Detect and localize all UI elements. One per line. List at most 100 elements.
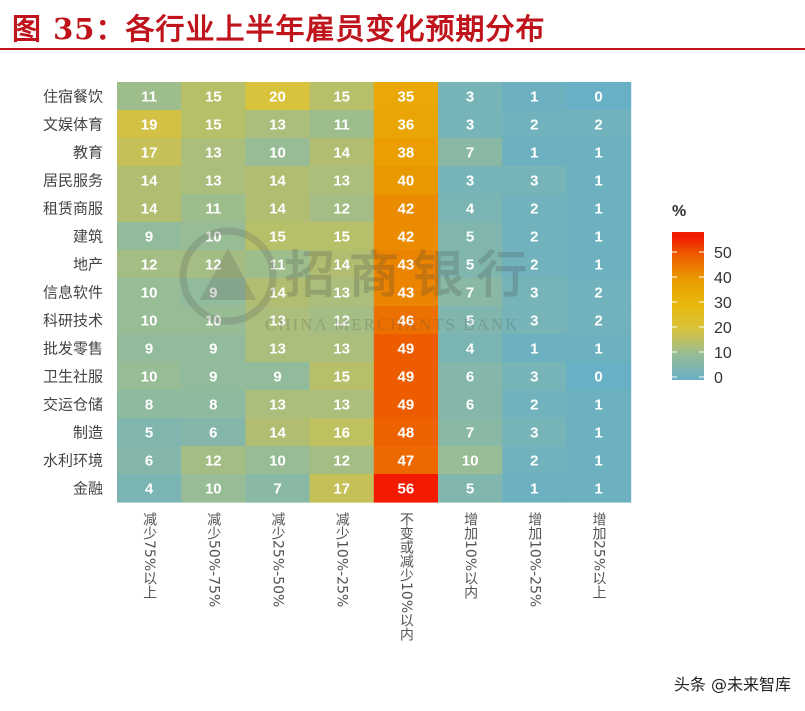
cell-value-label: 14 (269, 201, 286, 218)
legend-tick-label: 40 (714, 270, 732, 287)
cell-value-label: 3 (530, 173, 538, 190)
heatmap-cell (117, 138, 182, 167)
heatmap-cell (117, 250, 182, 279)
cell-value-label: 3 (466, 173, 474, 190)
cell-value-label: 17 (141, 145, 158, 162)
cell-value-label: 35 (398, 89, 415, 106)
cell-value-label: 16 (333, 425, 350, 442)
legend-tick-label: 10 (714, 345, 732, 362)
heatmap-cell (309, 362, 375, 391)
cell-value-label: 17 (333, 481, 350, 498)
cell-value-label: 14 (269, 285, 286, 302)
heatmap-cell (502, 362, 567, 391)
cell-value-label: 42 (398, 229, 415, 246)
cell-value-label: 3 (466, 89, 474, 106)
legend-title: % (672, 203, 686, 220)
heatmap-cell (117, 306, 182, 335)
cell-value-label: 48 (398, 425, 415, 442)
watermark-subtext: CHINA MERCHANTS BANK (265, 315, 519, 334)
heatmap-cell (181, 250, 246, 279)
cell-value-label: 11 (334, 117, 350, 134)
cell-value-label: 1 (530, 89, 538, 106)
cell-value-label: 1 (594, 257, 602, 274)
heatmap-cell (245, 278, 311, 307)
cell-value-label: 7 (466, 145, 474, 162)
cell-value-label: 2 (530, 117, 538, 134)
legend-tick-label: 0 (714, 370, 723, 387)
cell-value-label: 1 (594, 229, 602, 246)
heatmap-cell (373, 110, 439, 139)
heatmap-cell (309, 334, 375, 363)
heatmap-cell (181, 194, 246, 223)
cell-value-label: 13 (205, 173, 222, 190)
heatmap-cell (502, 222, 567, 251)
cell-value-label: 9 (273, 369, 281, 386)
cell-value-label: 4 (466, 201, 475, 218)
cell-value-label: 0 (594, 89, 602, 106)
heatmap-cell (245, 334, 311, 363)
cell-value-label: 10 (462, 453, 479, 470)
cell-value-label: 9 (209, 285, 217, 302)
heatmap-cell (373, 250, 439, 279)
cell-value-label: 13 (333, 341, 350, 358)
heatmap-cell (309, 390, 375, 419)
cell-value-label: 1 (594, 481, 602, 498)
row-label: 交运仓储 (43, 396, 103, 414)
heatmap-cell (117, 474, 182, 503)
row-label: 租赁商服 (43, 200, 103, 218)
heatmap-cell (438, 166, 503, 195)
heatmap-cell (566, 474, 632, 503)
heatmap-cell (566, 418, 632, 447)
cell-value-label: 40 (398, 173, 415, 190)
cell-value-label: 47 (398, 453, 415, 470)
cell-value-label: 1 (594, 173, 602, 190)
heatmap-cell (181, 278, 246, 307)
cell-value-label: 2 (594, 117, 602, 134)
heatmap-cell (502, 250, 567, 279)
cell-value-label: 13 (269, 117, 286, 134)
cell-value-label: 42 (398, 201, 415, 218)
heatmap-cell (181, 418, 246, 447)
heatmap-cell (309, 194, 375, 223)
figure-title: 图 35：各行业上半年雇员变化预期分布 (12, 12, 546, 46)
heatmap-cell (245, 138, 311, 167)
cell-value-label: 49 (398, 369, 415, 386)
cell-value-label: 12 (205, 453, 222, 470)
column-label: 减少50%-75% (205, 512, 222, 608)
cell-value-label: 14 (269, 425, 286, 442)
cell-value-label: 3 (530, 425, 538, 442)
heatmap-cell (373, 334, 439, 363)
cell-value-label: 4 (145, 481, 154, 498)
heatmap-cell (245, 250, 311, 279)
heatmap-cell (566, 166, 632, 195)
cell-value-label: 5 (466, 481, 474, 498)
cell-value-label: 10 (205, 313, 222, 330)
watermark-circle (179, 227, 277, 325)
cell-value-label: 3 (530, 313, 538, 330)
heatmap-cell (438, 278, 503, 307)
cell-value-label: 14 (269, 173, 286, 190)
heatmap-cell (245, 222, 311, 251)
heatmap-cell (502, 334, 567, 363)
heatmap-cell (373, 474, 439, 503)
heatmap-cell (117, 446, 182, 475)
cell-value-label: 56 (398, 481, 415, 498)
title-divider (0, 48, 805, 50)
heatmap-cell (117, 166, 182, 195)
cell-value-label: 1 (594, 201, 602, 218)
heatmap-cell (245, 418, 311, 447)
cell-value-label: 10 (141, 313, 158, 330)
row-label: 文娱体育 (43, 116, 103, 134)
heatmap-cells: 11 15 20 15 35 3 1 019 15 13 11 36 3 2 217 13 10 14 38 7 1 11… (117, 82, 632, 503)
cell-value-label: 10 (269, 453, 286, 470)
cell-value-label: 2 (530, 397, 538, 414)
cell-value-label: 12 (333, 453, 350, 470)
heatmap-cell (309, 418, 375, 447)
cell-value-label: 7 (273, 481, 281, 498)
heatmap-cell (438, 362, 503, 391)
cell-value-label: 1 (530, 481, 538, 498)
heatmap-cell (373, 222, 439, 251)
heatmap-cell (566, 110, 632, 139)
heatmap-cell (438, 474, 503, 503)
heatmap-cell (181, 222, 246, 251)
